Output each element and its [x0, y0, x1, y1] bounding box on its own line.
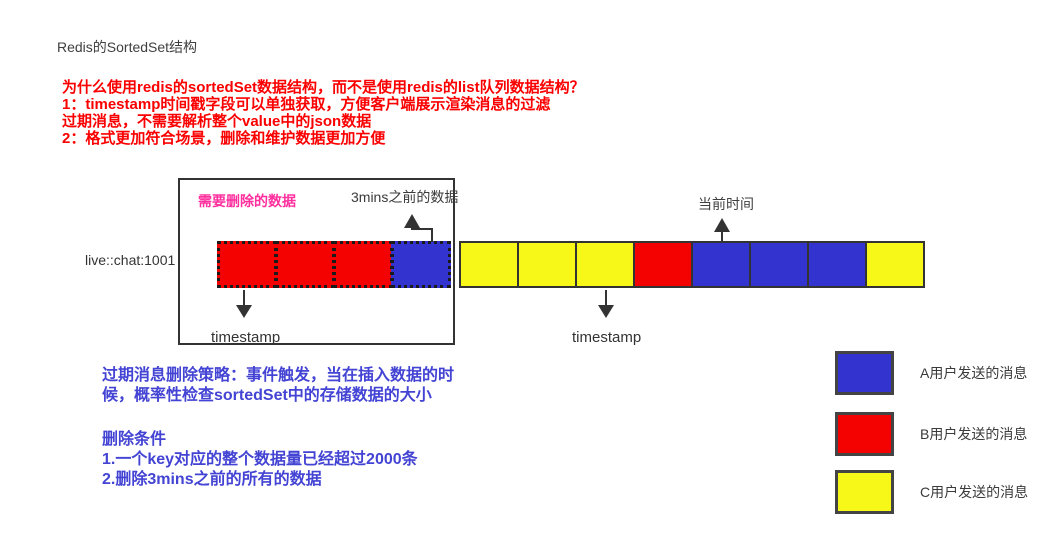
current-time-label: 当前时间: [698, 196, 754, 212]
legend-item-user-c: C用户发送的消息: [835, 470, 1028, 514]
message-cell-blue: [691, 241, 751, 288]
message-cell-red: [217, 241, 277, 288]
legend-label: C用户发送的消息: [920, 484, 1029, 500]
current-time-arrow-head-icon: [714, 218, 730, 232]
message-cell-blue: [749, 241, 809, 288]
note-line: 2：格式更加符合场景，删除和维护数据更加方便: [62, 130, 386, 147]
before-3mins-arrow-head-icon: [404, 214, 420, 228]
note-line: 为什么使用redis的sortedSet数据结构，而不是使用redis的list…: [62, 79, 585, 96]
current-time-arrow-shaft: [721, 231, 723, 242]
dashed-message-row: [217, 241, 451, 288]
delete-region-box: [178, 178, 455, 345]
timestamp-label-right: timestamp: [572, 329, 642, 346]
legend-swatch-red: [835, 412, 894, 456]
expire-policy-note: 过期消息删除策略：事件触发，当在插入数据的时 候，概率性检查sortedSet中…: [102, 366, 454, 490]
before-3mins-arrow-horizontal: [411, 228, 433, 230]
why-sortedset-note: 为什么使用redis的sortedSet数据结构，而不是使用redis的list…: [62, 79, 585, 147]
message-cell-blue: [391, 241, 451, 288]
legend-label: A用户发送的消息: [920, 365, 1028, 381]
delete-data-label: 需要删除的数据: [198, 193, 296, 209]
before-3mins-arrow-vertical: [431, 228, 433, 242]
legend-item-user-a: A用户发送的消息: [835, 351, 1027, 395]
timestamp-arrow-left-head-icon: [236, 305, 252, 318]
policy-line: 2.删除3mins之前的所有的数据: [102, 471, 322, 488]
message-cell-yellow: [517, 241, 577, 288]
message-cell-red: [275, 241, 335, 288]
timestamp-arrow-left-shaft: [243, 290, 245, 306]
message-cell-yellow: [865, 241, 925, 288]
timestamp-arrow-right-shaft: [605, 290, 607, 306]
policy-line: 删除条件: [102, 431, 167, 448]
legend-swatch-blue: [835, 351, 894, 395]
timestamp-label-left: timestamp: [211, 329, 281, 346]
message-cell-yellow: [575, 241, 635, 288]
note-line: 1：timestamp时间戳字段可以单独获取，方便客户端展示渲染消息的过滤: [62, 96, 551, 113]
policy-line: 1.一个key对应的整个数据量已经超过2000条: [102, 451, 418, 468]
solid-message-row: [459, 241, 925, 288]
policy-line: 过期消息删除策略：事件触发，当在插入数据的时: [102, 367, 455, 384]
message-cell-red: [633, 241, 693, 288]
page-title: Redis的SortedSet结构: [57, 39, 198, 55]
before-3mins-label: 3mins之前的数据: [351, 189, 459, 205]
legend-item-user-b: B用户发送的消息: [835, 412, 1027, 456]
message-cell-red: [333, 241, 393, 288]
legend-label: B用户发送的消息: [920, 426, 1028, 442]
timestamp-arrow-right-head-icon: [598, 305, 614, 318]
message-cell-yellow: [459, 241, 519, 288]
legend-swatch-yellow: [835, 470, 894, 514]
note-line: 过期消息，不需要解析整个value中的json数据: [62, 113, 372, 130]
policy-line: 候，概率性检查sortedSet中的存储数据的大小: [102, 387, 432, 404]
message-cell-blue: [807, 241, 867, 288]
redis-key-label: live::chat:1001: [85, 252, 176, 268]
